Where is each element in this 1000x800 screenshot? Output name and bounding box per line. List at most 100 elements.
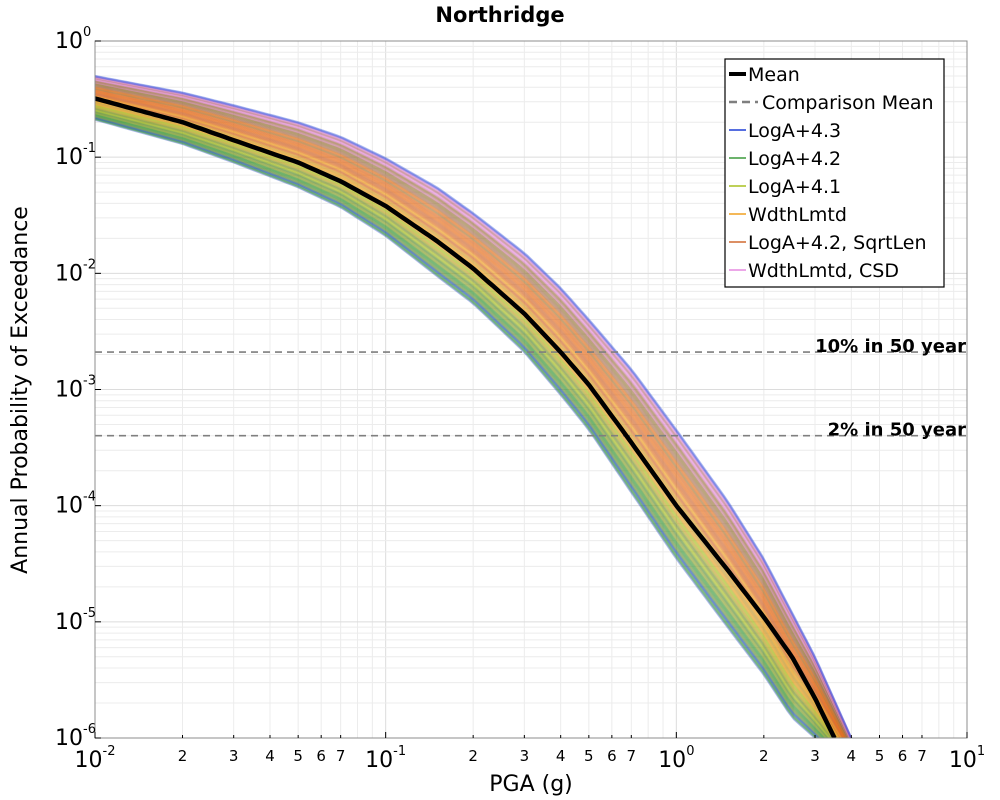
branch-curve <box>95 92 845 738</box>
branch-curve <box>95 76 852 738</box>
branch-curve <box>95 109 832 738</box>
y-tick-label: 10-1 <box>55 141 96 170</box>
branch-curve <box>95 107 833 738</box>
branch-curve <box>95 95 844 738</box>
branch-curve <box>95 108 833 738</box>
branch-curve <box>95 118 817 738</box>
branch-curve <box>95 106 835 738</box>
branch-curve <box>95 75 853 738</box>
branch-curve <box>95 76 852 738</box>
branch-curve <box>95 81 851 738</box>
series-lines <box>95 96 837 738</box>
branch-curve <box>95 105 835 738</box>
branch-curve <box>95 112 827 738</box>
reference-line-label: 10% in 50 year <box>815 336 966 357</box>
branch-curve <box>95 94 844 738</box>
y-tick-exponent: -3 <box>83 374 96 389</box>
reference-line-label: 2% in 50 year <box>828 420 966 441</box>
x-minor-tick-label: 3 <box>810 747 820 765</box>
branch-curve <box>95 89 847 738</box>
x-tick-exponent: -2 <box>103 744 116 759</box>
branch-curve <box>95 90 847 738</box>
x-minor-tick-label: 7 <box>917 747 927 765</box>
branch-curve <box>95 112 828 738</box>
y-tick-exponent: -5 <box>83 606 96 621</box>
branch-curve <box>95 115 823 738</box>
branch-curve <box>95 117 820 738</box>
branch-curve <box>95 103 838 738</box>
legend-label: LogA+4.2 <box>748 148 841 170</box>
branch-curve <box>95 93 845 738</box>
y-tick-base: 10 <box>55 29 83 54</box>
y-tick-base: 10 <box>55 261 83 286</box>
branch-curve <box>95 87 848 738</box>
branch-curve <box>95 75 853 738</box>
reference-lines: 10% in 50 year 2% in 50 year <box>95 336 967 441</box>
branch-curve <box>95 79 851 738</box>
branch-curve <box>95 89 847 738</box>
x-minor-tick-label: 4 <box>265 747 275 765</box>
x-minor-tick-label: 2 <box>178 747 188 765</box>
branch-curve <box>95 115 824 738</box>
branch-curve <box>95 113 826 738</box>
branch-curve <box>95 86 849 738</box>
y-tick-base: 10 <box>55 726 83 751</box>
y-tick-exponent: -2 <box>83 257 96 272</box>
branch-curve <box>95 83 850 738</box>
branch-curve <box>95 117 819 738</box>
branch-curve <box>95 110 830 738</box>
branch-curve <box>95 91 846 738</box>
x-minor-tick-label: 3 <box>229 747 239 765</box>
x-minor-tick-label: 7 <box>336 747 346 765</box>
y-tick-base: 10 <box>55 610 83 635</box>
y-tick-label: 10-2 <box>55 257 96 286</box>
x-tick-exponent: 0 <box>686 744 694 759</box>
y-tick-exponent: 0 <box>83 25 91 40</box>
x-tick-label: 10-2 <box>75 744 116 773</box>
x-tick-base: 10 <box>365 748 393 773</box>
x-minor-tick-label: 5 <box>875 747 885 765</box>
branch-curve <box>95 77 852 738</box>
branch-curve <box>95 109 831 738</box>
branch-curve <box>95 114 824 738</box>
x-axis-label: PGA (g) <box>489 772 573 797</box>
branch-curve <box>95 113 826 738</box>
branch-curve <box>95 118 818 738</box>
x-tick-base: 10 <box>949 748 977 773</box>
branch-curve <box>95 85 849 738</box>
y-tick-exponent: -4 <box>83 490 96 505</box>
y-tick-exponent: -1 <box>83 141 96 156</box>
branch-curve <box>95 107 834 738</box>
legend-label: WdthLmtd, CSD <box>748 260 899 282</box>
x-minor-tick-label: 2 <box>759 747 769 765</box>
branch-curve <box>95 96 843 738</box>
branch-curve <box>95 104 836 738</box>
branch-curve <box>95 85 849 738</box>
branch-curve <box>95 88 847 738</box>
y-tick-base: 10 <box>55 494 83 519</box>
branch-curve <box>95 108 832 738</box>
branch-curve <box>95 81 851 738</box>
x-tick-base: 10 <box>75 748 103 773</box>
branch-curve <box>95 103 837 738</box>
y-tick-label: 10-4 <box>55 490 96 519</box>
x-tick-exponent: -1 <box>393 744 406 759</box>
branch-curve <box>95 116 822 738</box>
branch-curve <box>95 78 852 738</box>
branch-curve <box>95 87 848 738</box>
branch-curve <box>95 86 848 738</box>
x-minor-tick-label: 6 <box>607 747 617 765</box>
branch-curve <box>95 80 851 738</box>
branch-curve <box>95 94 845 738</box>
branch-curve <box>95 79 851 738</box>
branch-curve <box>95 110 831 738</box>
legend-label: Mean <box>748 64 800 86</box>
branch-curve <box>95 111 829 738</box>
branch-curve <box>95 116 821 738</box>
branch-curve <box>95 80 851 738</box>
branch-curve <box>95 111 829 738</box>
branch-curve <box>95 84 849 738</box>
y-axis-label: Annual Probability of Exceedance <box>8 206 33 574</box>
grid <box>94 41 967 739</box>
